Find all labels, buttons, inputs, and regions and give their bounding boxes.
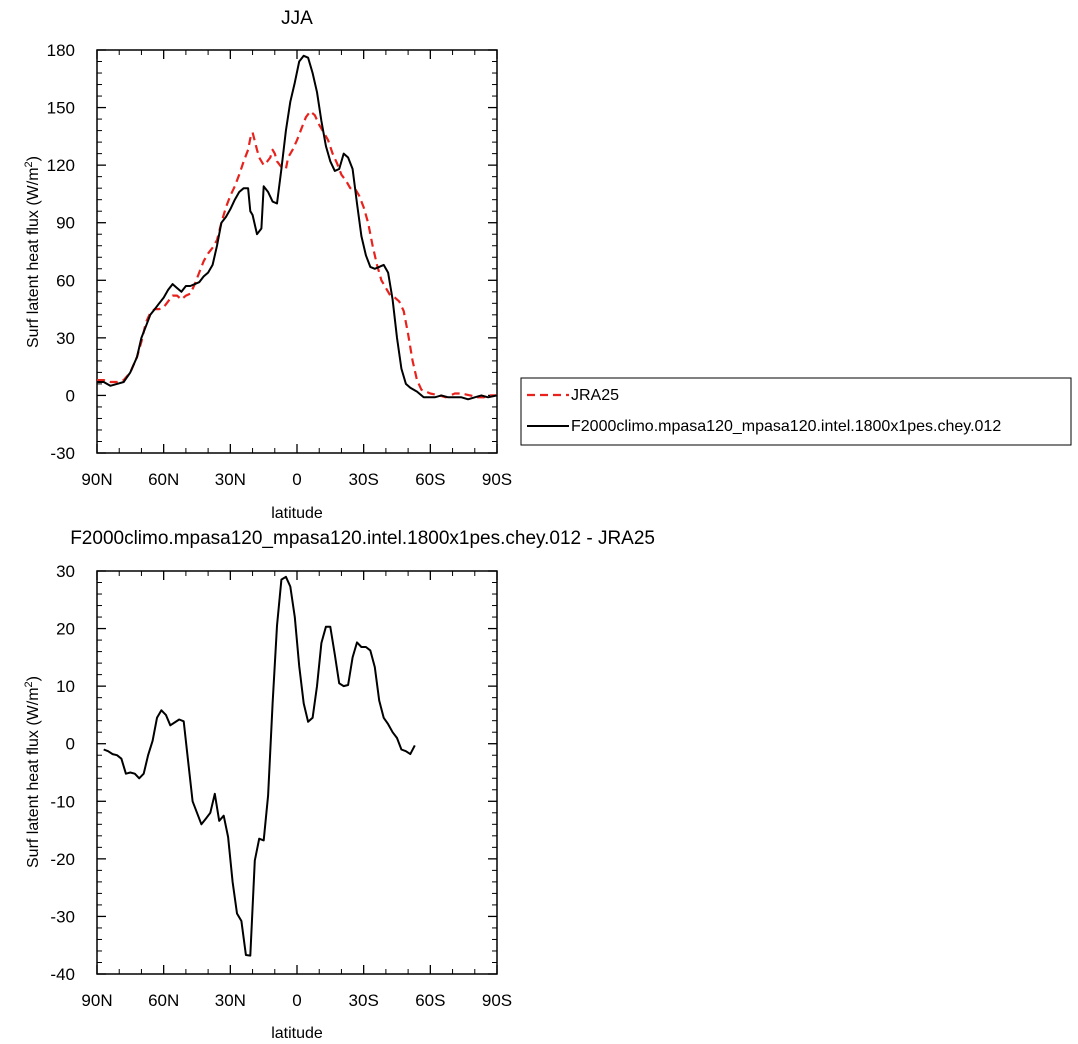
top-x-tick-label: 90S xyxy=(482,470,512,489)
top-y-tick-label: 0 xyxy=(66,386,75,405)
top-x-tick-label: 60S xyxy=(415,470,445,489)
bottom-x-tick-label: 30S xyxy=(349,991,379,1010)
top-y-tick-label: 30 xyxy=(56,329,75,348)
top-y-tick-label: 150 xyxy=(47,99,75,118)
bottom-y-tick-label: 0 xyxy=(66,735,75,754)
top-x-tick-label: 90N xyxy=(81,470,112,489)
bottom-y-tick-label: -30 xyxy=(50,907,75,926)
bottom-y-tick-label: 20 xyxy=(56,620,75,639)
bottom-series-group xyxy=(103,575,416,957)
top-series-line-jra25 xyxy=(97,110,497,399)
top-x-tick-label: 60N xyxy=(148,470,179,489)
top-y-tick-label: 90 xyxy=(56,214,75,233)
top-x-axis-label: latitude xyxy=(271,505,323,522)
top-plot-frame xyxy=(96,49,498,454)
bottom-chart-panel: F2000climo.mpasa120_mpasa120.intel.1800x… xyxy=(23,528,655,1042)
top-y-tick-label: 180 xyxy=(47,41,75,60)
top-y-tick-label: -30 xyxy=(50,444,75,463)
bottom-x-tick-label: 90S xyxy=(482,991,512,1010)
bottom-y-axis-label: Surf latent heat flux (W/m2) xyxy=(23,676,42,868)
bottom-axis-ticks: 90N 60N 30N 0 30S 60S 90S -40 -30 -20 -10 0 10 20 30 xyxy=(50,562,512,1010)
top-chart-panel: JJA 90N 60N 30N 0 30S 60S 90S -30 0 30 60 90 120 150 1… xyxy=(23,8,512,522)
legend-label-jra25: JRA25 xyxy=(571,387,619,404)
bottom-x-tick-label: 60N xyxy=(148,991,179,1010)
bottom-x-tick-label: 90N xyxy=(81,991,112,1010)
top-x-tick-label: 0 xyxy=(292,470,301,489)
bottom-chart-title: F2000climo.mpasa120_mpasa120.intel.1800x… xyxy=(70,528,655,549)
top-series-group xyxy=(97,54,498,401)
top-y-axis-label: Surf latent heat flux (W/m2) xyxy=(23,156,42,348)
top-y-tick-label: 60 xyxy=(56,271,75,290)
top-x-tick-label: 30N xyxy=(215,470,246,489)
top-series-line-model xyxy=(97,54,498,401)
top-y-tick-label: 120 xyxy=(47,156,75,175)
bottom-y-tick-label: 30 xyxy=(56,562,75,581)
bottom-x-tick-label: 30N xyxy=(215,991,246,1010)
top-chart-title: JJA xyxy=(281,8,313,29)
legend-label-model: F2000climo.mpasa120_mpasa120.intel.1800x… xyxy=(571,418,1001,435)
bottom-y-tick-label: -20 xyxy=(50,850,75,869)
bottom-x-axis-label: latitude xyxy=(271,1025,323,1042)
bottom-x-tick-label: 0 xyxy=(292,991,301,1010)
bottom-y-tick-label: -10 xyxy=(50,792,75,811)
bottom-x-tick-label: 60S xyxy=(415,991,445,1010)
top-x-tick-label: 30S xyxy=(349,470,379,489)
bottom-y-tick-label: 10 xyxy=(56,677,75,696)
top-axis-ticks: 90N 60N 30N 0 30S 60S 90S -30 0 30 60 90 120 150 180 xyxy=(47,41,513,489)
bottom-y-tick-label: -40 xyxy=(50,965,75,984)
legend-box xyxy=(520,377,1072,446)
legend: JRA25 F2000climo.mpasa120_mpasa120.intel… xyxy=(520,377,1072,446)
bottom-series-line-model xyxy=(103,575,416,957)
